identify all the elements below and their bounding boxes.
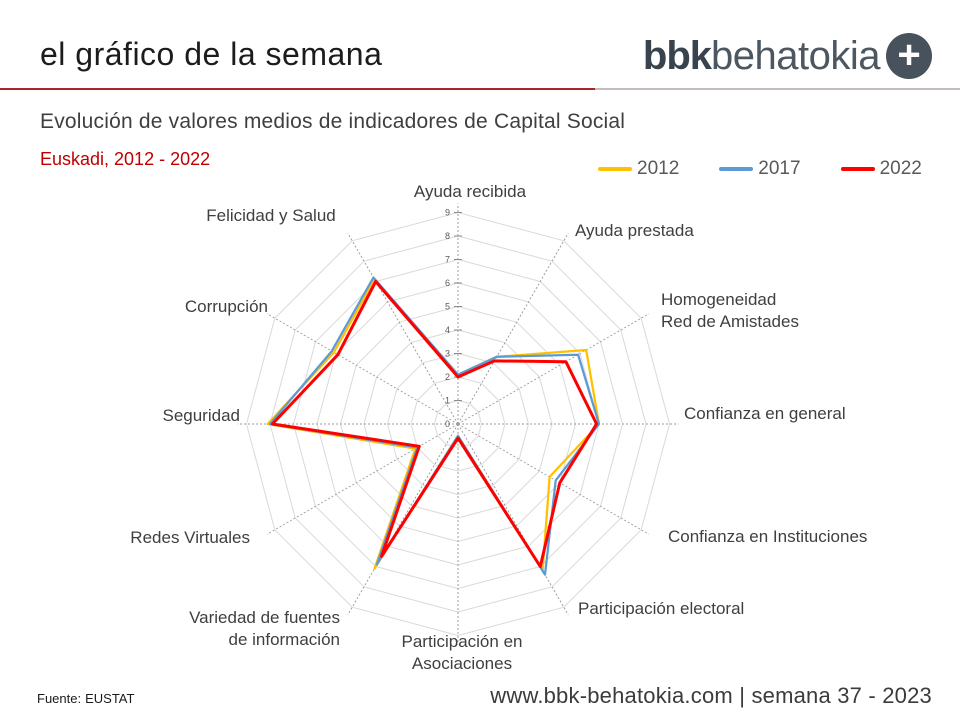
footer-website: www.bbk-behatokia.com | semana 37 - 2023 [490,683,932,708]
bbk-behatokia-logo: bbk behatokia + [592,28,932,84]
svg-text:6: 6 [445,278,450,288]
legend-label-2022: 2022 [879,158,922,179]
svg-text:1: 1 [445,396,450,406]
axis-label-ayuda-recibida: Ayuda recibida [413,182,527,201]
legend-label-2017: 2017 [758,158,801,179]
svg-text:4: 4 [445,325,450,335]
axis-label-participacion-asociaciones: Participación en Asociaciones [401,632,523,673]
chart-legend: 2012 2017 2022 [598,158,922,180]
chart-title: Evolución de valores medios de indicador… [40,110,626,133]
axis-label-variedad-fuentes: Variedad de fuentes de información [189,608,340,649]
axis-label-confianza-general: Confianza en general [684,404,846,423]
logo-bold-text: bbk [642,33,712,78]
axis-label-felicidad-salud: Felicidad y Salud [206,206,336,225]
legend-item-2012: 2012 [598,158,679,180]
legend-item-2017: 2017 [719,158,801,180]
source-label: Fuente: [37,691,82,706]
legend-item-2022: 2022 [840,158,922,180]
svg-text:8: 8 [445,231,450,241]
svg-text:7: 7 [445,255,450,265]
axis-label-homogeneidad-red: Homogeneidad Red de Amistades [661,290,799,331]
svg-text:5: 5 [445,302,450,312]
axis-label-corrupcion: Corrupción [184,297,268,316]
axis-label-redes-virtuales: Redes Virtuales [130,528,250,547]
svg-text:9: 9 [445,208,450,218]
source-value: EUSTAT [85,691,135,706]
legend-swatch-2012 [598,167,632,171]
header-divider [0,88,960,90]
source-note: Fuente: EUSTAT [37,691,134,706]
page-title: el gráfico de la semana [40,36,383,72]
legend-swatch-2022 [840,167,875,171]
legend-label-2012: 2012 [637,158,680,179]
chart-subtitle: Euskadi, 2012 - 2022 [40,149,211,169]
plus-icon: + [886,33,932,79]
svg-text:3: 3 [445,349,450,359]
axis-label-confianza-instituciones: Confianza en Instituciones [668,527,868,546]
svg-text:0: 0 [445,419,450,429]
logo-regular-text: behatokia [711,33,880,78]
svg-text:2: 2 [445,372,450,382]
axis-label-seguridad: Seguridad [162,406,240,425]
axis-label-participacion-electoral: Participación electoral [578,599,745,618]
legend-swatch-2017 [719,167,754,171]
axis-label-ayuda-prestada: Ayuda prestada [575,221,694,240]
